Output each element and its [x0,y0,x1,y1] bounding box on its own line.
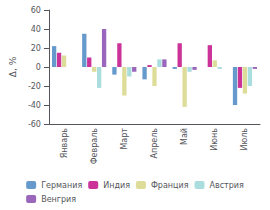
svg-text:Индия: Индия [103,181,130,190]
svg-text:Франция: Франция [151,181,189,190]
svg-text:Δ, %: Δ, % [8,56,18,77]
svg-text:Австрия: Австрия [210,181,245,190]
svg-text:Венгрия: Венгрия [41,195,76,204]
svg-text:Германия: Германия [41,181,82,190]
svg-text:Апрель: Апрель [150,128,159,159]
svg-text:Январь: Январь [60,128,69,158]
svg-text:20: 20 [31,44,41,53]
svg-text:-60: -60 [28,120,41,129]
svg-text:Май: Май [180,128,189,145]
svg-text:0: 0 [36,63,41,72]
svg-text:Март: Март [120,128,129,150]
svg-text:40: 40 [31,25,41,34]
svg-text:-20: -20 [28,82,41,91]
svg-text:Февраль: Февраль [90,128,99,165]
svg-text:60: 60 [31,6,41,15]
svg-text:Июнь: Июнь [210,128,219,151]
svg-text:-40: -40 [28,101,41,110]
svg-text:Июль: Июль [240,128,249,151]
